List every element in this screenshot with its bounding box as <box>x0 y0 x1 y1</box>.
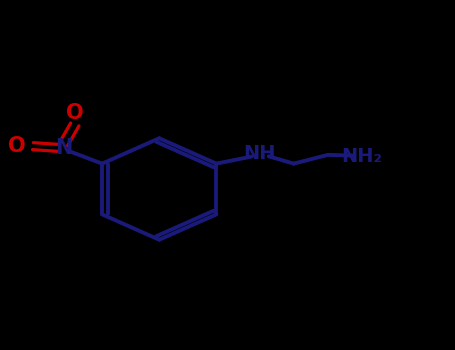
Text: O: O <box>8 136 25 156</box>
Text: NH₂: NH₂ <box>342 147 383 166</box>
Text: O: O <box>66 103 84 123</box>
Text: N: N <box>55 138 72 158</box>
Text: NH: NH <box>243 144 276 163</box>
